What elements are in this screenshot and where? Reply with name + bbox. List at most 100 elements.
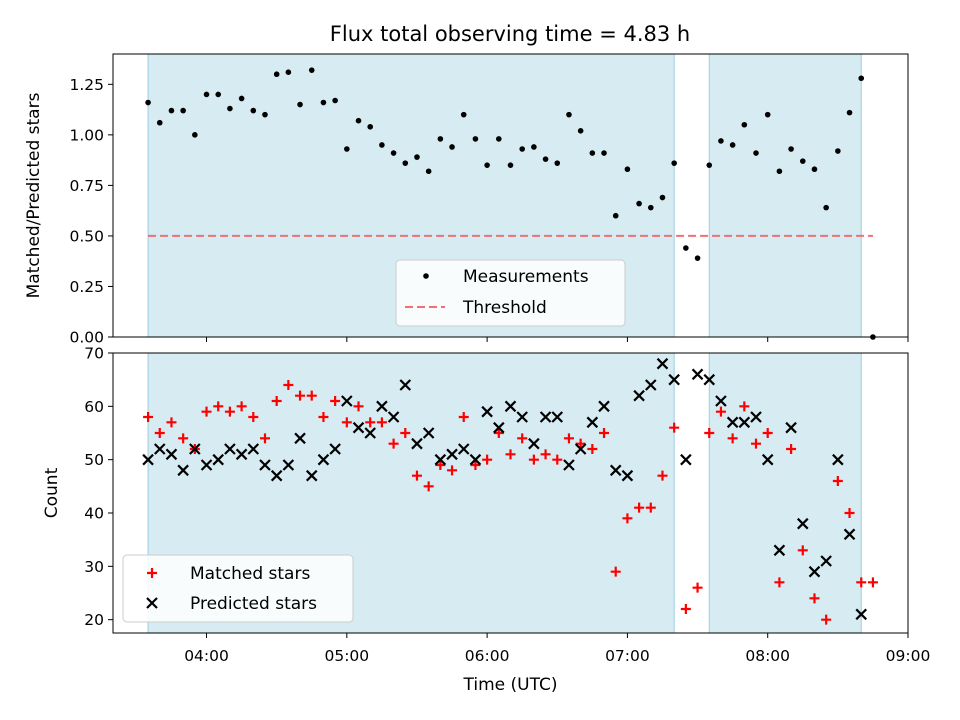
matched-star-point: [622, 513, 633, 524]
matched-star-point: [470, 460, 481, 470]
measurement-point: [273, 71, 280, 78]
y-tick-label: 60: [84, 398, 104, 416]
predicted-star-point: [516, 411, 528, 423]
predicted-star-point: [797, 517, 809, 530]
matched-star-point: [283, 380, 294, 390]
predicted-star-point: [352, 421, 365, 434]
measurement-point: [168, 107, 175, 114]
y-tick-label: 0.75: [69, 177, 104, 195]
predicted-star-point: [621, 469, 634, 482]
measurement-point: [683, 245, 689, 251]
measurement-point: [823, 204, 829, 211]
measurement-point: [379, 142, 385, 148]
predicted-star-point: [808, 565, 821, 578]
predicted-star-point: [224, 443, 236, 455]
matched-star-point: [540, 449, 551, 460]
y-tick-label: 70: [84, 345, 104, 363]
measurement-point: [741, 121, 748, 128]
observing-interval-2: [708, 53, 862, 338]
matched-star-point: [213, 401, 224, 412]
matched-star-point: [259, 433, 270, 444]
measurement-point: [320, 99, 327, 106]
legend-label: Measurements: [463, 267, 589, 287]
predicted-star-point: [142, 453, 154, 466]
predicted-star-point: [761, 453, 774, 466]
measurement-point: [192, 132, 198, 138]
y-tick-label: 1.25: [69, 76, 104, 94]
predicted-star-point: [750, 411, 762, 423]
x-tick-label: 06:00: [465, 647, 510, 665]
measurement-point: [776, 168, 783, 175]
measurement-point: [262, 111, 268, 118]
predicted-star-point: [341, 395, 353, 407]
predicted-star-point: [633, 389, 645, 402]
predicted-star-point: [645, 379, 657, 391]
matched-star-point: [295, 390, 306, 401]
measurement-point: [671, 160, 677, 166]
y-tick-label: 1.00: [69, 126, 104, 144]
y-tick-label: 0.25: [69, 278, 104, 296]
measurement-point: [706, 162, 713, 168]
matched-star-point: [154, 428, 165, 438]
measurement-point: [425, 168, 432, 175]
predicted-star-point: [399, 379, 412, 391]
matched-star-point: [236, 401, 247, 412]
measurement-point: [694, 255, 701, 261]
matched-star-point: [528, 454, 539, 465]
matched-star-point: [715, 406, 726, 417]
predicted-star-point: [785, 421, 797, 434]
measurement-point: [764, 111, 771, 118]
measurement-point: [449, 144, 455, 150]
legend-plus-icon: [147, 568, 157, 578]
legend-label: Predicted stars: [190, 594, 317, 614]
measurement-point: [145, 99, 151, 106]
predicted-star-point: [282, 459, 295, 471]
measurement-point: [729, 142, 736, 148]
predicted-star-point: [680, 453, 692, 466]
measurement-point: [542, 156, 549, 162]
measurement-point: [753, 150, 759, 156]
measurement-point: [227, 105, 233, 112]
predicted-star-point: [493, 421, 505, 434]
matched-star-point: [704, 428, 715, 438]
measurement-point: [472, 136, 479, 142]
measurement-point: [180, 107, 186, 114]
matched-star-point: [505, 449, 516, 460]
predicted-star-point: [177, 464, 189, 477]
matched-star-point: [762, 428, 773, 438]
predicted-star-point: [200, 459, 213, 471]
matched-star-point: [330, 396, 341, 406]
y-tick-label: 0.00: [69, 329, 104, 347]
matched-star-point: [657, 470, 668, 481]
measurement-point: [554, 160, 561, 166]
matched-star-point: [599, 428, 610, 438]
matched-star-point: [493, 428, 504, 438]
legend: Measurements Threshold: [395, 259, 626, 327]
measurement-point: [460, 111, 467, 118]
measurement-point: [507, 162, 514, 168]
matched-star-point: [435, 460, 446, 470]
measurement-point: [238, 95, 245, 102]
predicted-star-point: [843, 528, 856, 541]
predicted-star-point: [855, 608, 868, 621]
matched-star-point: [821, 614, 832, 625]
matched-star-point: [587, 444, 598, 454]
y-tick-label: 0.50: [69, 227, 104, 245]
predicted-star-point: [305, 469, 318, 482]
predicted-star-point: [668, 373, 680, 386]
measurement-point: [250, 107, 257, 114]
measurement-point: [624, 166, 631, 173]
measurement-point: [437, 136, 444, 142]
matched-star-point: [797, 545, 808, 556]
predicted-star-point: [165, 448, 178, 461]
ratio-panel: 0.00 0.25 0.50 0.75 1.00 1.25 Matched/Predicte…: [24, 53, 909, 347]
matched-star-point: [458, 412, 469, 422]
axes-frame: [112, 352, 909, 634]
measurement-point: [156, 119, 163, 126]
matched-star-point: [376, 417, 387, 428]
measurement-point: [496, 136, 502, 142]
measurement-point: [835, 148, 841, 154]
predicted-star-point: [411, 437, 423, 450]
matched-star-point: [143, 412, 154, 422]
matched-star-point: [306, 390, 317, 401]
